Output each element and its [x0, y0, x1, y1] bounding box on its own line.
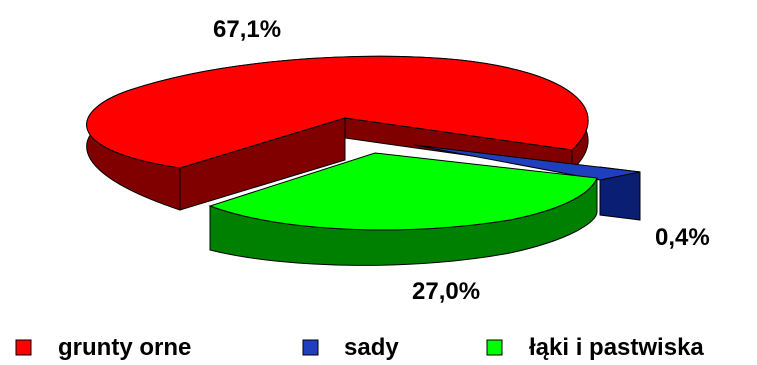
slice-sady-top [413, 144, 641, 181]
slice-sady [413, 144, 641, 221]
label-grunty-orne: 67,1% [213, 16, 281, 43]
slice-laki-i-pastwiska-top [208, 152, 598, 231]
legend-label-grunty-orne: grunty orne [58, 334, 191, 361]
label-sady: 0,4% [655, 224, 710, 251]
slice-grunty-orne-top [86, 55, 589, 169]
legend-swatch-laki-i-pastwiska [486, 339, 503, 356]
legend-swatch-sady [302, 339, 319, 356]
slice-laki-i-pastwiska [208, 152, 598, 266]
legend: grunty orne sady łąki i pastwiska [15, 334, 704, 361]
legend-swatch-grunty-orne [15, 339, 32, 356]
legend-label-sady: sady [344, 334, 399, 361]
legend-label-laki-i-pastwiska: łąki i pastwiska [529, 334, 704, 361]
label-laki-i-pastwiska: 27,0% [412, 278, 480, 305]
